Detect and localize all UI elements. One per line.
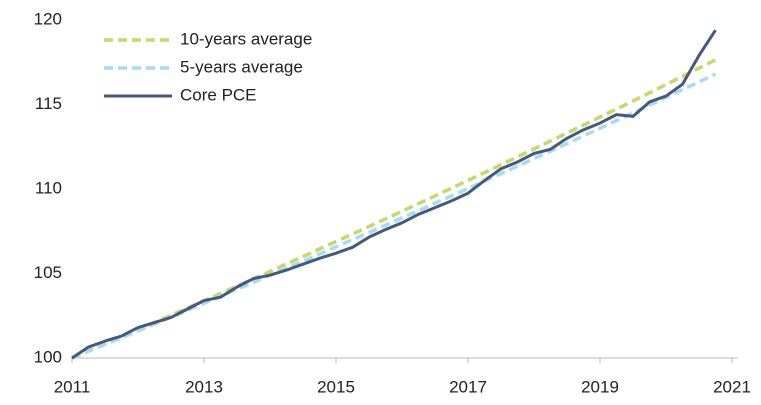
y-tick-label: 100 [34, 347, 62, 366]
x-tick-label: 2011 [54, 377, 91, 396]
legend-label: 10-years average [180, 29, 312, 48]
y-tick-label: 110 [35, 178, 62, 197]
x-tick-label: 2019 [581, 377, 619, 396]
series-line [71, 58, 717, 360]
x-tick-label: 2015 [317, 377, 355, 396]
legend-label: Core PCE [180, 85, 257, 104]
y-tick-label: 105 [34, 263, 62, 282]
legend-label: 5-years average [180, 57, 303, 76]
y-tick-label: 115 [35, 94, 62, 113]
x-tick-label: 2017 [449, 377, 487, 396]
x-tick-label: 2013 [185, 377, 223, 396]
y-tick-label: 120 [34, 9, 62, 28]
x-tick-label: 2021 [713, 377, 751, 396]
series-line [71, 29, 717, 360]
